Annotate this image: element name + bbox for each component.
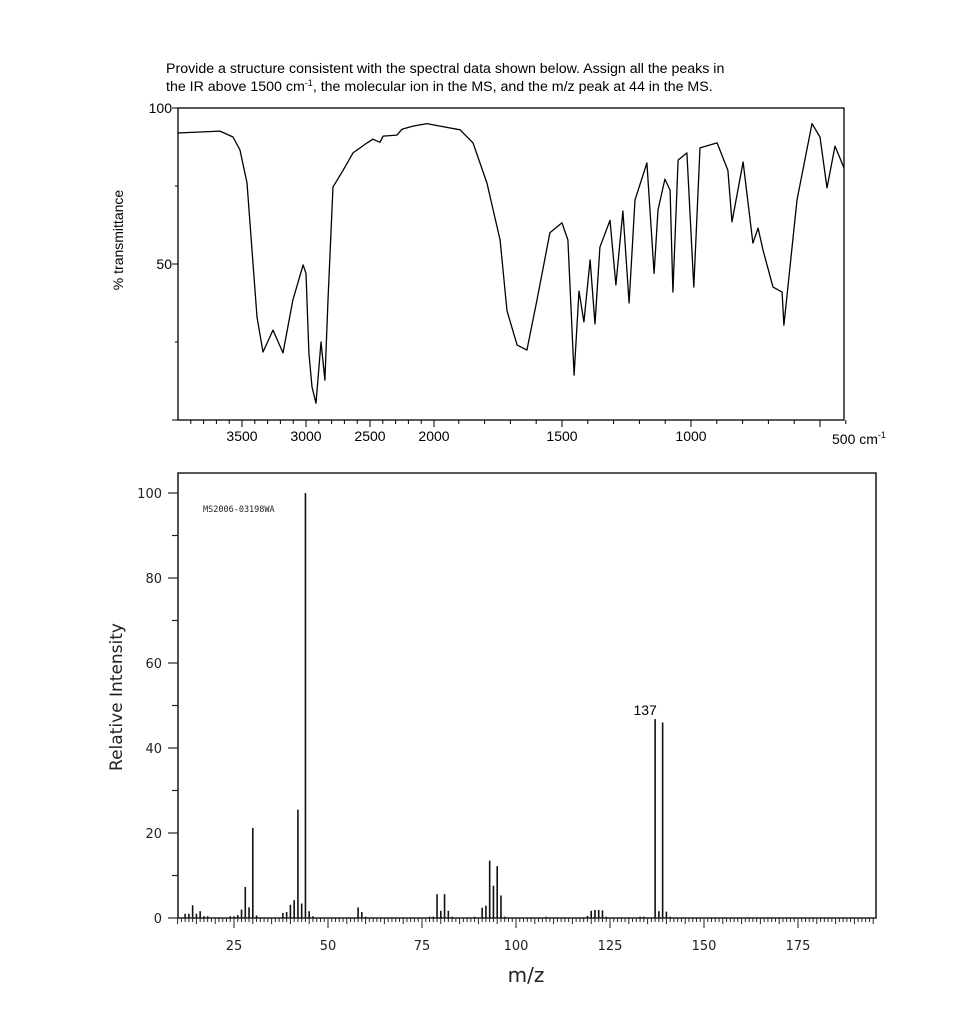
ir-spectrum-chart: 100 50 % transmittance 3500 3000 2500 20… [110, 100, 886, 447]
x-tick-label: 2500 [354, 428, 385, 444]
y-tick-label: 0 [154, 912, 162, 927]
y-tick-label: 60 [145, 657, 162, 672]
ir-spectrum-line [177, 122, 845, 404]
y-tick-label-50: 50 [156, 256, 172, 272]
x-tick-label: 3500 [226, 428, 257, 444]
y-tick-label: 40 [145, 742, 162, 757]
superscript: -1 [304, 78, 313, 88]
x-tick-label: 150 [692, 939, 717, 954]
x-tick-label: 125 [598, 939, 623, 954]
question-text: , the molecular ion in the MS, and the m… [312, 79, 713, 95]
question-text: the IR above 1500 cm [166, 79, 305, 95]
y-tick-label: 100 [137, 487, 162, 502]
x-tick-label-500: 500 cm-1 [832, 430, 886, 447]
ms-plot-frame [177, 472, 877, 919]
y-tick-label-100: 100 [149, 100, 173, 116]
x-tick-label: 75 [414, 939, 431, 954]
ms-watermark: MS2006-03198WA [203, 505, 275, 515]
x-tick-label: 50 [320, 939, 337, 954]
x-tick-label: 3000 [290, 428, 321, 444]
x-tick-label: 2000 [418, 428, 449, 444]
y-tick-label: 80 [145, 572, 162, 587]
y-axis-label: Relative Intensity [107, 623, 127, 771]
peak-annotation-137: 137 [633, 702, 657, 718]
x-tick-label: 1500 [546, 428, 577, 444]
x-tick-label: 25 [226, 939, 243, 954]
x-tick-label: 175 [786, 939, 811, 954]
x-axis-label: m/z [508, 963, 545, 987]
x-tick-label: 100 [504, 939, 529, 954]
question-line-1: Provide a structure consistent with the … [166, 61, 725, 77]
y-tick-label: 20 [145, 827, 162, 842]
x-tick-label: 1000 [675, 428, 706, 444]
y-axis-label: % transmittance [110, 190, 126, 291]
question-line-2: the IR above 1500 cm-1, the molecular io… [166, 78, 713, 96]
